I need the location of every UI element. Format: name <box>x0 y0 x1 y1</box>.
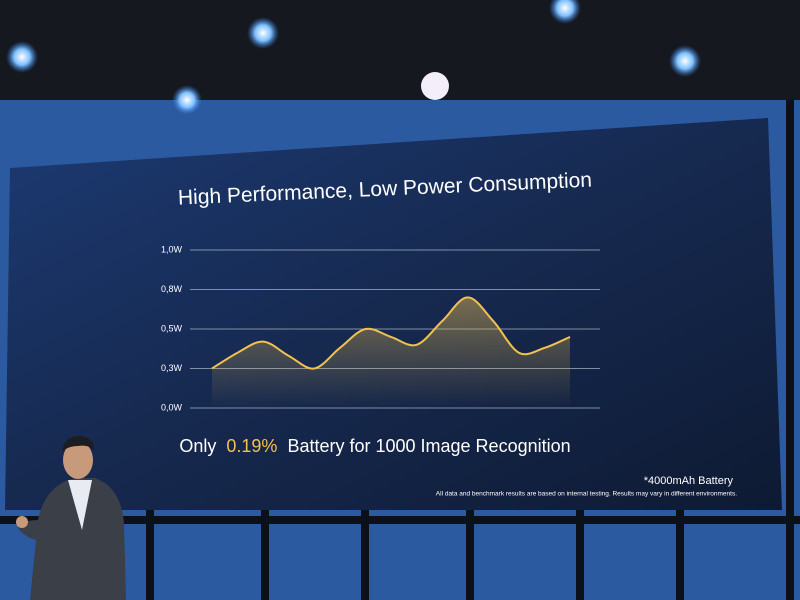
caption-highlight: 0.19% <box>226 436 277 456</box>
y-tick-label: 0,3W <box>161 363 183 373</box>
presenter <box>16 436 126 600</box>
slide <box>5 118 782 510</box>
caption-suffix: Battery for 1000 Image Recognition <box>287 436 570 456</box>
disclaimer: All data and benchmark results are based… <box>436 491 737 498</box>
line <box>211 296 571 370</box>
stage-lights <box>6 0 701 115</box>
caption: Only 0.19% Battery for 1000 Image Recogn… <box>179 436 570 456</box>
y-tick-label: 0,8W <box>161 284 183 294</box>
plot: 0,0W 0,3W 0,5W 0,8W 1,0W <box>161 244 600 412</box>
area <box>212 297 570 408</box>
y-tick-label: 1,0W <box>161 244 183 254</box>
caption-prefix: Only <box>179 436 216 456</box>
y-tick-label: 0,0W <box>161 402 183 412</box>
wall-grid <box>0 100 800 600</box>
footnote: *4000mAh Battery <box>644 475 734 487</box>
y-tick-label: 0,5W <box>161 323 183 333</box>
